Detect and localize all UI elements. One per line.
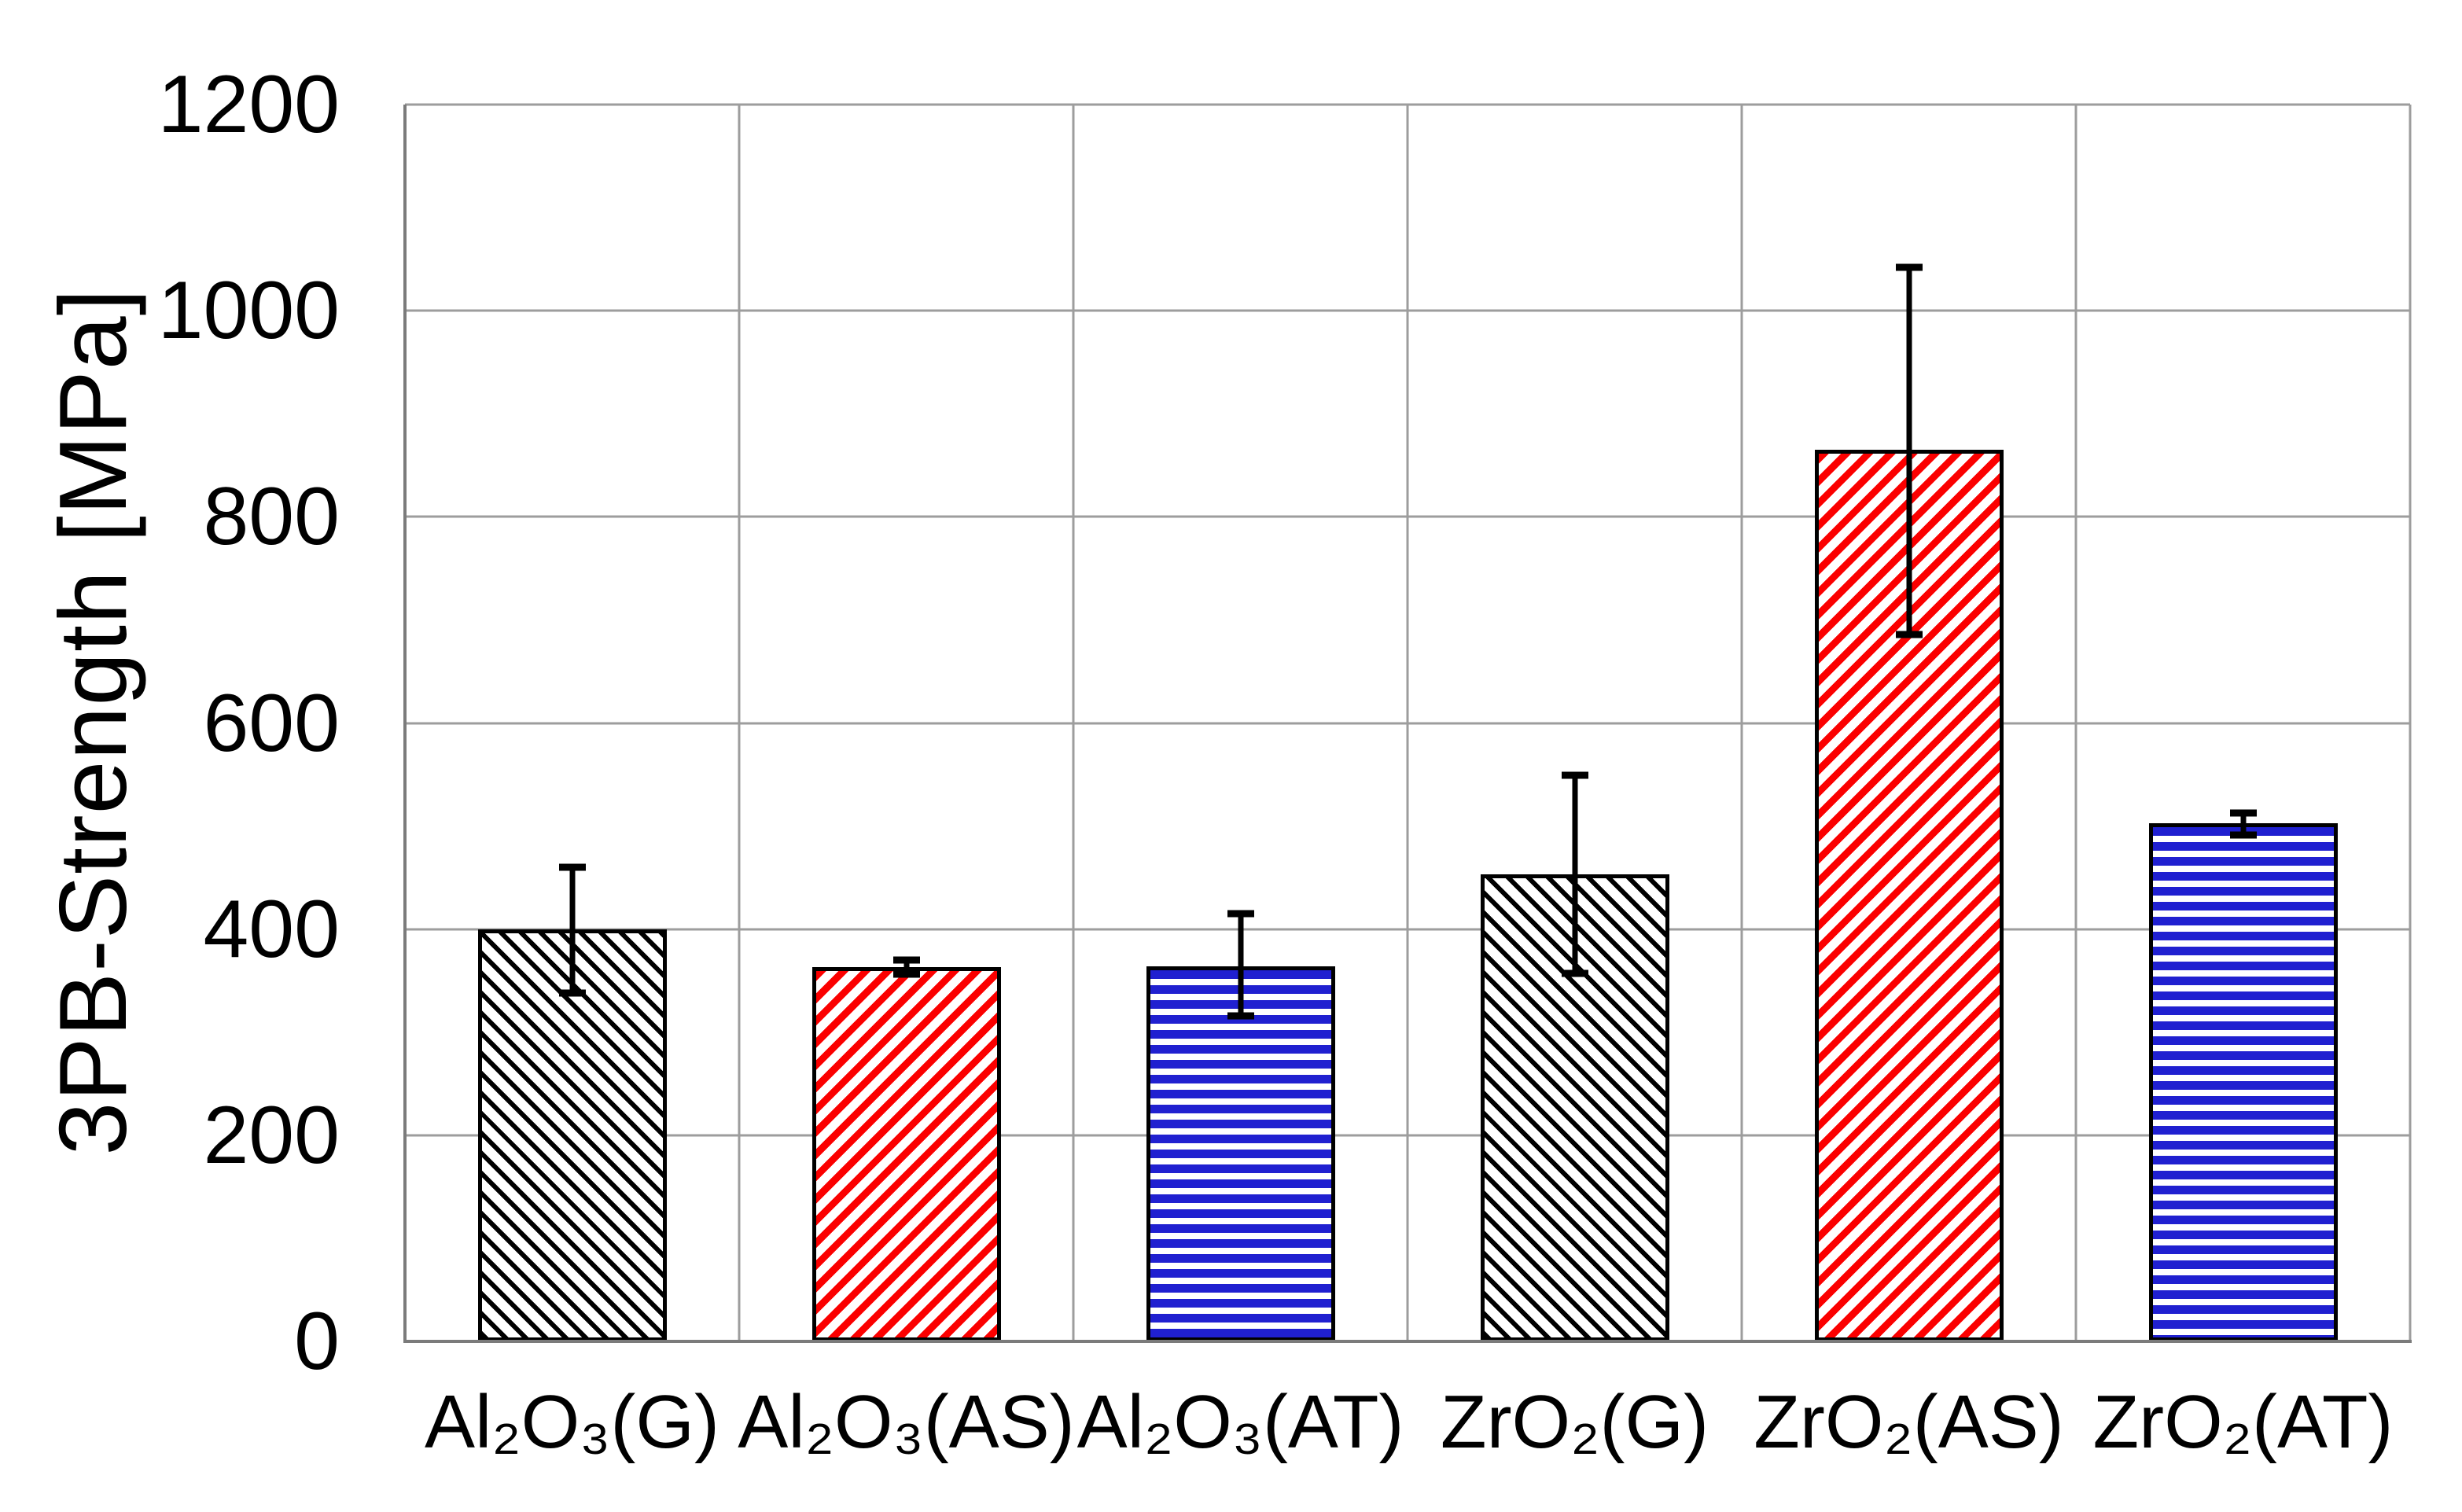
bar-Al₂O₃(AS) — [811, 967, 1001, 1341]
error-bar-line — [2240, 812, 2246, 836]
error-bar-cap-bottom — [892, 970, 920, 978]
error-bar-cap-top — [1561, 771, 1588, 779]
v-gridline-4 — [1740, 105, 1743, 1341]
error-bar-line — [569, 867, 575, 993]
error-bar-cap-top — [1227, 910, 1254, 918]
v-gridline-1 — [738, 105, 741, 1341]
error-bar-line — [1572, 775, 1577, 974]
x-category-label: Al₂O₃(AS) — [738, 1380, 1075, 1464]
bar-Al₂O₃(G) — [477, 929, 667, 1341]
v-gridline-6 — [2409, 105, 2412, 1341]
x-axis-line — [403, 1340, 2412, 1343]
y-tick-label: 800 — [203, 471, 340, 563]
plot-area — [403, 103, 2412, 1343]
y-tick-label: 1000 — [157, 265, 340, 357]
error-bar-cap-top — [558, 863, 586, 871]
v-gridline-5 — [2074, 105, 2077, 1341]
error-bar-cap-top — [892, 956, 920, 964]
error-bar-cap-bottom — [1227, 1012, 1254, 1020]
y-tick-label: 600 — [203, 677, 340, 769]
error-bar-cap-bottom — [1895, 631, 1923, 638]
v-gridline-3 — [1406, 105, 1409, 1341]
error-bar-line — [1906, 267, 1912, 635]
error-bar-line — [903, 959, 909, 975]
y-tick-label: 200 — [203, 1089, 340, 1181]
x-category-label: ZrO₂(AT) — [2092, 1380, 2394, 1464]
error-bar-line — [1238, 914, 1243, 1016]
error-bar-cap-bottom — [2229, 831, 2257, 839]
x-category-label: ZrO₂(G) — [1440, 1380, 1709, 1464]
bar-Al₂O₃(AT) — [1146, 966, 1335, 1341]
error-bar-cap-top — [2229, 809, 2257, 817]
error-bar-cap-bottom — [1561, 969, 1588, 977]
y-tick-label: 400 — [203, 883, 340, 975]
x-category-label: ZrO₂(AS) — [1754, 1380, 2064, 1464]
error-bar-cap-bottom — [558, 989, 586, 997]
y-axis-line — [403, 105, 407, 1341]
v-gridline-2 — [1072, 105, 1075, 1341]
y-tick-label: 0 — [294, 1296, 340, 1387]
bar-ZrO₂(AT) — [2148, 822, 2338, 1341]
error-bar-cap-top — [1895, 263, 1923, 271]
x-category-label: Al₂O₃(AT) — [1076, 1380, 1404, 1464]
y-tick-label: 1200 — [157, 59, 340, 150]
x-category-label: Al₂O₃(G) — [425, 1380, 719, 1464]
y-axis-title: 3PB-Strength [MPa] — [39, 288, 146, 1156]
